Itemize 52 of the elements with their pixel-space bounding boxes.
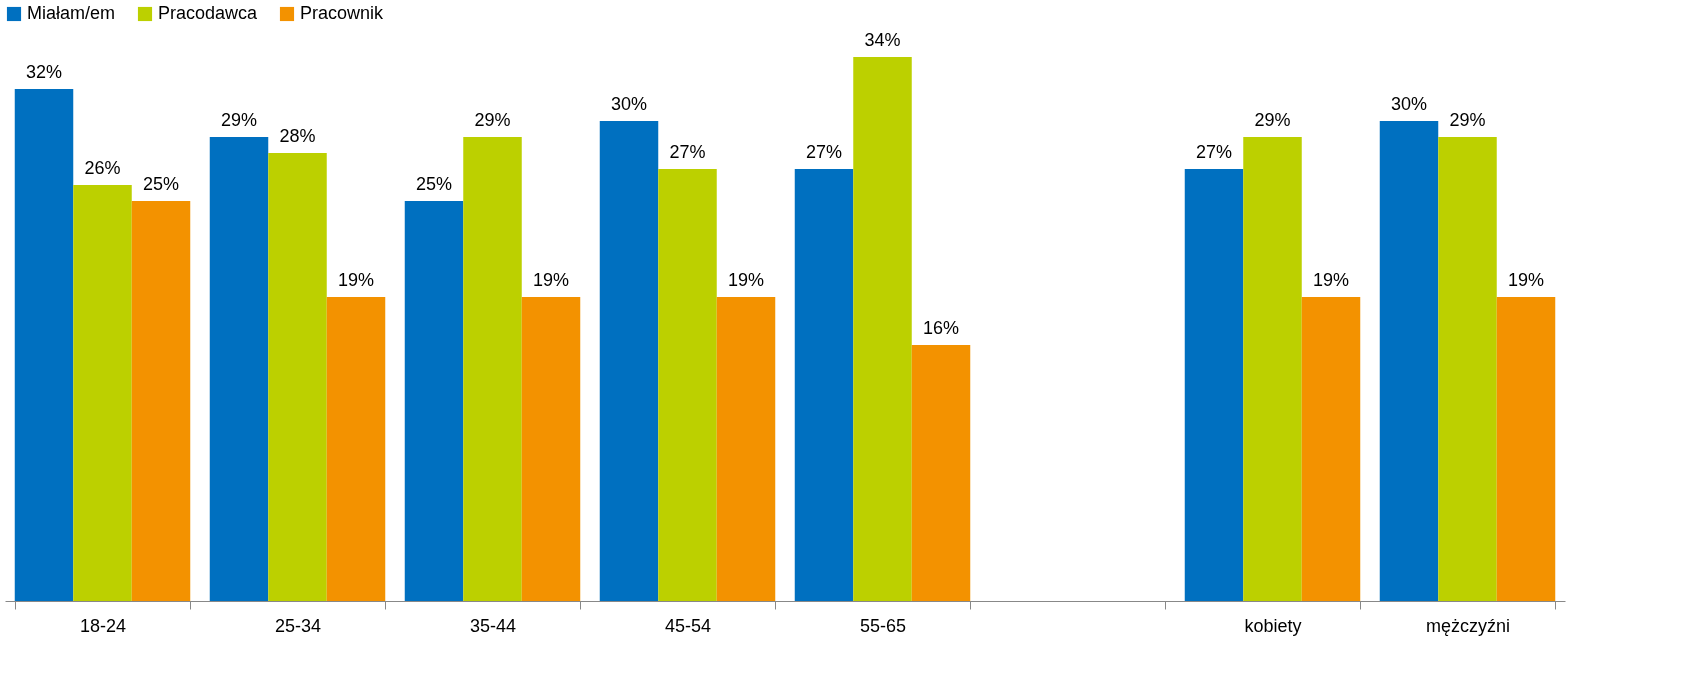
bar [1184,169,1244,601]
bar [853,57,912,601]
data-label: 29% [474,110,511,130]
data-label: 26% [84,158,121,178]
data-label: 19% [337,270,375,290]
data-label: 27% [669,142,706,162]
x-tick-label: 45-54 [664,615,712,636]
bar [268,153,327,601]
data-label: 32% [25,62,63,82]
x-tick-label: 18-24 [79,615,127,636]
bar [1301,297,1361,601]
bar [1496,297,1556,601]
data-label: 19% [532,270,570,290]
data-label: 19% [727,270,765,290]
data-label: 30% [1390,94,1428,114]
x-tick-label: 55-65 [859,615,907,636]
legend-label: Pracownik [300,3,385,23]
bar [1243,137,1302,601]
bar [1438,137,1497,601]
data-label: 25% [415,174,453,194]
legend-label: Pracodawca [158,3,259,23]
bar [404,201,464,601]
bar [14,89,74,601]
bar [1379,121,1439,601]
bar [599,121,659,601]
data-label: 19% [1312,270,1350,290]
data-label: 30% [610,94,648,114]
x-tick-label: 35-44 [469,615,517,636]
x-tick-label: 25-34 [274,615,322,636]
data-label: 25% [142,174,180,194]
x-tick-label: mężczyźni [1425,615,1511,636]
bar [794,169,854,601]
x-tick-label: kobiety [1244,615,1302,636]
bar [326,297,386,601]
data-label: 19% [1507,270,1545,290]
bar [463,137,522,601]
data-label: 29% [1449,110,1486,130]
bar [658,169,717,601]
data-label: 27% [805,142,843,162]
bar [131,201,191,601]
data-label: 27% [1195,142,1233,162]
bar [209,137,269,601]
data-label: 29% [220,110,258,130]
data-label: 28% [279,126,316,146]
data-label: 16% [922,318,960,338]
bar [716,297,776,601]
data-label: 29% [1254,110,1291,130]
bar [911,345,971,601]
legend-label: Miałam/em [27,3,116,23]
bar [521,297,581,601]
bar [73,185,132,601]
data-label: 34% [864,30,901,50]
